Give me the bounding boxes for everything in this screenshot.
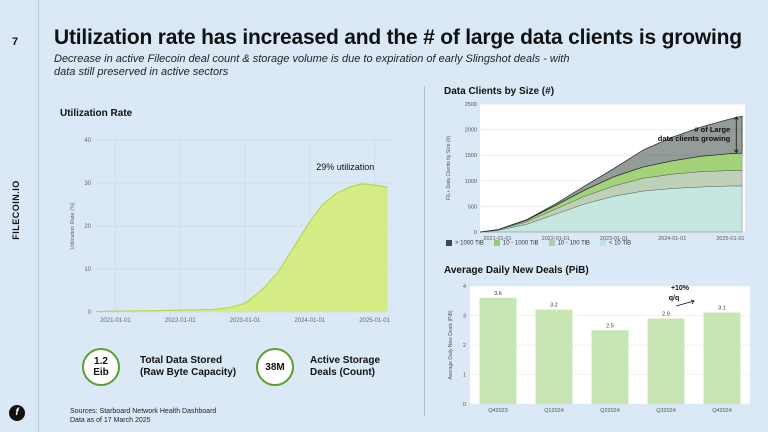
util-xtick-label: 2023-01-01 xyxy=(230,318,261,324)
clients-xtick-label: 2021-01-01 xyxy=(483,236,511,242)
utilization-chart: 0 10 20 30 40 2021-01-01 2022-01-01 2023-01-01 2… xyxy=(70,138,394,324)
clients-xtick-label: 2024-01-01 xyxy=(658,236,686,242)
deals-bar xyxy=(703,312,741,404)
deals-chart-title: Average Daily New Deals (PiB) xyxy=(444,265,589,276)
legend-item: < 10 TiB xyxy=(599,240,631,247)
util-line xyxy=(95,183,388,313)
util-annotation: 29% utilization xyxy=(316,162,374,172)
deals-ytick-label: 3 xyxy=(463,314,466,320)
brand-label: FILECOIN.IO xyxy=(10,180,21,240)
clients-ytick-label: 2000 xyxy=(465,128,477,134)
util-ylabel: Utilization Rate (%) xyxy=(70,202,76,249)
util-ytick-label: 20 xyxy=(84,224,91,230)
stored-value-bottom: Eib xyxy=(93,367,109,378)
deals-xtick-label: Q42023 xyxy=(488,408,508,414)
clients-ytick-label: 500 xyxy=(468,204,477,210)
deals-bar-label: 2.9 xyxy=(662,311,670,317)
legend-item: 10 - 100 TiB xyxy=(548,240,590,247)
slide-title: Utilization rate has increased and the #… xyxy=(54,26,742,49)
deals-stat-label: Active Storage Deals (Count) xyxy=(310,355,381,378)
clients-ylabel: FIL+ Data Clients by Size (#) xyxy=(446,136,452,200)
deals-xtick-label: Q42024 xyxy=(712,408,732,414)
util-ytick-label: 0 xyxy=(88,310,92,316)
deals-ytick-label: 0 xyxy=(463,402,466,408)
deals-ytick-label: 1 xyxy=(463,373,466,379)
deals-xtick-label: Q22024 xyxy=(600,408,620,414)
clients-xtick-label: 2025-01-01 xyxy=(716,236,744,242)
deals-bar-label: 3.6 xyxy=(494,291,502,297)
deals-trend-arrow xyxy=(675,300,695,307)
legend-item: 10 - 1000 TiB xyxy=(493,240,539,247)
deals-xtick-label: Q12024 xyxy=(544,408,564,414)
slide-subtitle: Decrease in active Filecoin deal count &… xyxy=(54,53,570,78)
left-rail xyxy=(0,0,39,432)
deals-annotation-line2: q/q xyxy=(669,295,680,302)
clients-ytick-label: 0 xyxy=(474,230,477,236)
deals-bar-label: 2.5 xyxy=(606,323,614,329)
deals-bar xyxy=(591,330,629,404)
deals-bar xyxy=(647,318,685,404)
util-area xyxy=(96,183,388,312)
legend-item: > 1000 TiB xyxy=(446,240,484,247)
util-ytick-label: 10 xyxy=(84,267,91,273)
util-xtick-label: 2022-01-01 xyxy=(165,318,196,324)
clients-xtick-label: 2023-01-01 xyxy=(600,236,628,242)
deals-xtick-label: Q32024 xyxy=(656,408,676,414)
page-number: 7 xyxy=(12,36,19,48)
stored-value-top: 1.2 xyxy=(94,356,108,367)
clients-annotation-line: data clients growing xyxy=(658,134,731,143)
clients-ytick-label: 1000 xyxy=(465,179,477,185)
clients-ytick-label: 2500 xyxy=(465,102,477,108)
deals-trend-arrowhead xyxy=(690,299,695,305)
util-chart-title: Utilization Rate xyxy=(60,108,133,119)
deals-bar-label: 3.2 xyxy=(550,303,558,309)
deals-stat-circle: 38M xyxy=(256,348,294,386)
deals-bar-chart: 0 1 2 3 4 3.6 Q42023 3.2 Q12024 2.5 Q22024 2.9 Q3202… xyxy=(448,284,750,414)
clients-area-large xyxy=(479,115,743,233)
clients-annotation-line: # of Large xyxy=(694,125,730,134)
util-xtick-label: 2024-01-01 xyxy=(294,318,325,324)
clients-chart-title: Data Clients by Size (#) xyxy=(444,86,555,97)
util-xtick-label: 2025-01-01 xyxy=(359,318,390,324)
vertical-divider xyxy=(424,86,425,416)
clients-chart: 0 500 1000 1500 2000 2500 2021-01-01 2022-01-01… xyxy=(446,102,745,242)
deals-ytick-label: 4 xyxy=(463,284,466,290)
clients-xtick-label: 2022-01-01 xyxy=(542,236,570,242)
clients-ytick-label: 1500 xyxy=(465,153,477,159)
deals-ylabel: Average Daily New Deals (PiB) xyxy=(448,310,454,379)
deals-ytick-label: 2 xyxy=(463,343,466,349)
deals-bar-label: 3.1 xyxy=(718,306,726,312)
sources-note: Sources: Starboard Network Health Dashbo… xyxy=(70,408,217,424)
clients-bracket-arrow-bottom xyxy=(733,149,739,154)
stored-stat-label: Total Data Stored (Raw Byte Capacity) xyxy=(140,355,237,378)
util-ytick-label: 40 xyxy=(84,138,91,144)
clients-bracket-arrow-top xyxy=(733,116,739,121)
clients-annotation: # of Large data clients growing xyxy=(658,125,731,143)
stored-stat-circle: 1.2 Eib xyxy=(82,348,120,386)
deals-bar xyxy=(535,309,573,404)
clients-legend: > 1000 TiB 10 - 1000 TiB 10 - 100 TiB < … xyxy=(446,240,631,247)
deals-annotation-line1: +10% xyxy=(671,285,690,292)
deals-bar xyxy=(479,297,517,404)
util-xtick-label: 2021-01-01 xyxy=(100,318,131,324)
deals-value: 38M xyxy=(265,361,285,373)
util-ytick-label: 30 xyxy=(84,181,91,187)
filecoin-logo-icon: f xyxy=(9,405,25,421)
